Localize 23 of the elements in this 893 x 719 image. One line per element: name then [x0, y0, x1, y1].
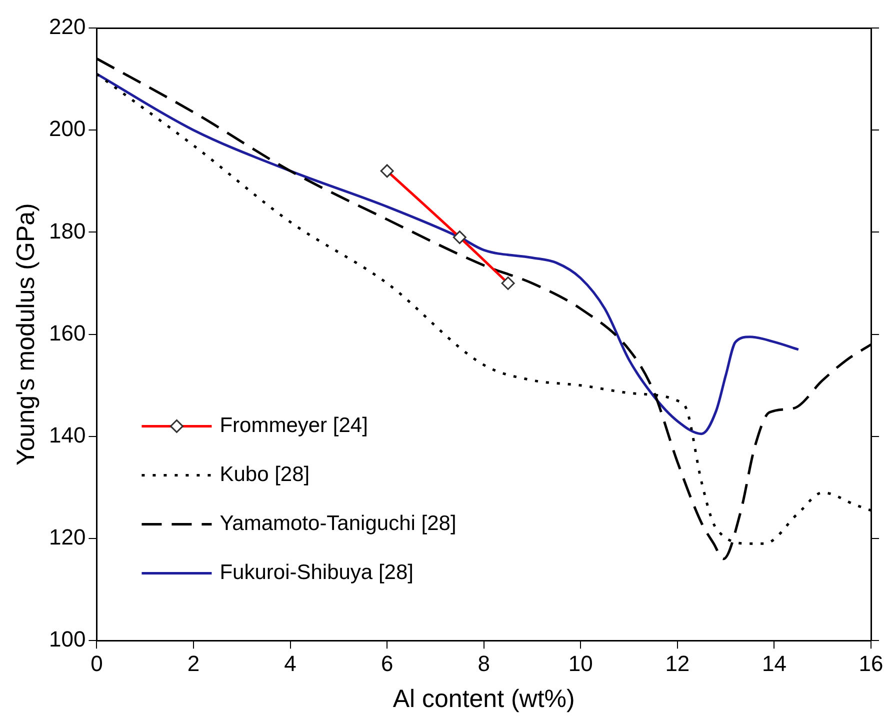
legend-label: Fukuroi-Shibuya [28]: [220, 560, 414, 584]
legend-label: Yamamoto-Taniguchi [28]: [220, 512, 456, 535]
x-tick-label: 6: [380, 650, 394, 676]
line-series: [96, 72, 800, 436]
x-tick-label: 10: [568, 650, 593, 676]
x-tick-label: 14: [762, 650, 786, 676]
x-tick-label: 2: [187, 650, 200, 676]
x-tick-label: 0: [90, 650, 103, 676]
y-tick-label: 120: [48, 524, 86, 550]
y-tick-label: 140: [48, 422, 86, 448]
y-tick-label: 180: [48, 218, 86, 244]
y-axis-title: Young's modulus (GPa): [12, 203, 40, 466]
x-tick-label: 4: [284, 650, 296, 676]
legend-label: Frommeyer [24]: [220, 414, 368, 437]
y-tick-label: 200: [48, 116, 86, 142]
x-tick-label: 8: [478, 650, 490, 676]
x-tick-label: 12: [665, 650, 690, 676]
x-axis-title: Al content (wt%): [392, 684, 575, 713]
y-tick-label: 100: [48, 626, 86, 652]
legend-label: Kubo [28]: [220, 462, 310, 486]
y-tick-label: 220: [48, 14, 86, 40]
x-tick-label: 16: [858, 650, 884, 676]
y-tick-label: 160: [48, 320, 86, 346]
